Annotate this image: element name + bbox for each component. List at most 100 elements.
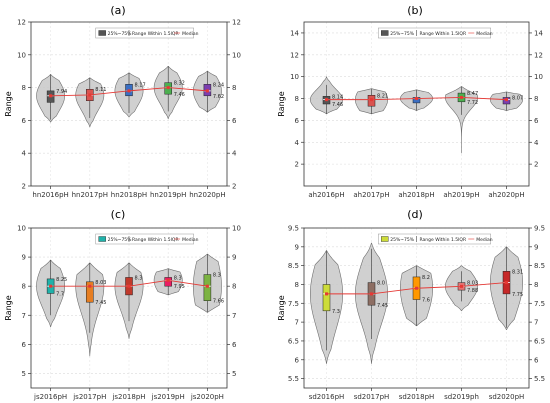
y-tick-label: 9 <box>22 254 26 262</box>
legend-box-swatch <box>381 30 389 36</box>
y2-tick-label: 4 <box>534 139 539 147</box>
median-point <box>415 286 418 290</box>
panel-tag: (d) <box>407 208 423 221</box>
y2-tick-label: 6 <box>534 117 539 125</box>
x-tick-label: ah2019pH <box>443 191 479 199</box>
legend-median-label: Median <box>476 237 493 243</box>
x-tick-label: js2017pH <box>72 393 106 401</box>
x-tick-label: ah2017pH <box>353 191 389 199</box>
legend-range-label: Range Within 1.5IQR <box>420 237 467 243</box>
x-tick-label: js2020pH <box>190 393 224 401</box>
y2-tick-label: 14 <box>534 29 543 37</box>
legend-median-label: Median <box>476 31 493 37</box>
q1-label: 7.45 <box>377 303 388 309</box>
x-tick-label: hn2016pH <box>32 191 68 199</box>
q1-label: 7.6 <box>422 298 430 304</box>
q3-label: 8.3 <box>135 275 143 281</box>
median-point <box>370 98 373 102</box>
legend: 25%~75% Range Within 1.5IQR Median <box>95 233 199 245</box>
q3-label: 8.14 <box>332 94 343 100</box>
q1-label: 7.46 <box>332 102 343 108</box>
q1-label: 7.75 <box>512 292 523 298</box>
y2-tick-label: 9 <box>534 243 538 251</box>
median-point <box>205 89 209 93</box>
y-axis-label: Range <box>277 91 286 116</box>
y-tick-label: 6.5 <box>288 337 299 345</box>
y2-tick-label: 5 <box>232 370 236 378</box>
box-js2017pH <box>86 281 94 303</box>
median-point <box>127 284 131 288</box>
y-tick-label: 5 <box>22 370 26 378</box>
y2-tick-label: 7.5 <box>534 300 545 308</box>
panel-tag: (b) <box>407 4 423 17</box>
q3-label: 7.94 <box>56 89 67 95</box>
legend-median-label: Median <box>182 31 199 37</box>
median-point <box>325 292 328 296</box>
y-axis-label: Range <box>277 295 286 320</box>
median-point <box>505 281 508 285</box>
y2-tick-label: 8 <box>534 281 538 289</box>
x-tick-label: hn2020pH <box>189 191 225 199</box>
legend-frame <box>95 233 194 245</box>
y2-tick-label: 4 <box>232 150 237 158</box>
median-point <box>49 284 53 288</box>
y-tick-label: 14 <box>290 29 299 37</box>
y-axis-label: Range <box>4 295 13 320</box>
x-tick-label: hn2018pH <box>111 191 147 199</box>
q3-label: 8.32 <box>174 81 185 87</box>
legend-frame <box>378 233 491 245</box>
y-tick-label: 10 <box>17 225 26 233</box>
legend: 25%~75% Range Within 1.5IQR Median <box>378 27 493 39</box>
y2-tick-label: 9.5 <box>534 225 545 233</box>
median-point <box>370 292 373 296</box>
y-tick-label: 8 <box>22 283 26 291</box>
q3-label: 8.2 <box>422 275 430 281</box>
median-point <box>127 89 131 93</box>
median-point <box>88 93 92 97</box>
chart-panel-2: (b) 2 4 6 8 10 12 14 2 4 6 8 10 12 14 Range ah2016pH ah20… <box>277 4 543 199</box>
legend: 25%~75% Range Within 1.5IQR Median <box>95 27 199 39</box>
y2-tick-label: 2 <box>534 161 538 169</box>
x-tick-label: sd2017pH <box>354 393 390 401</box>
y2-tick-label: 10 <box>232 51 241 59</box>
y-tick-label: 2 <box>22 183 26 191</box>
y-tick-label: 8 <box>295 95 299 103</box>
x-tick-label: js2019pH <box>151 393 185 401</box>
q3-label: 8.0 <box>377 281 385 287</box>
legend-median-label: Median <box>182 237 199 243</box>
y2-tick-label: 12 <box>232 19 241 27</box>
x-tick-label: js2018pH <box>111 393 145 401</box>
legend-range-label: Range Within 1.5IQR <box>132 237 179 243</box>
legend-box-swatch <box>98 30 106 36</box>
x-tick-label: ah2020pH <box>488 191 524 199</box>
median-point <box>166 278 170 282</box>
legend-range-label: Range Within 1.5IQR <box>132 31 179 37</box>
y2-tick-label: 10 <box>232 225 241 233</box>
q1-label: 7.62 <box>213 94 224 100</box>
median-point <box>166 86 170 90</box>
y-tick-label: 4 <box>22 150 27 158</box>
legend: 25%~75% Range Within 1.5IQR Median <box>378 233 493 245</box>
legend-box-swatch <box>98 236 106 242</box>
median-point <box>460 95 463 99</box>
x-tick-label: ah2018pH <box>398 191 434 199</box>
q3-label: 8.24 <box>213 82 224 88</box>
q1-label: 7.72 <box>467 100 478 106</box>
y-tick-label: 6 <box>22 341 27 349</box>
y-tick-label: 12 <box>290 51 299 59</box>
y2-tick-label: 6 <box>534 356 539 364</box>
y2-tick-label: 9 <box>232 254 236 262</box>
legend-box-label: 25%~75% <box>108 237 132 243</box>
q1-label: 7.45 <box>95 300 106 306</box>
legend-frame <box>95 27 194 39</box>
y2-tick-label: 12 <box>534 51 543 59</box>
y2-tick-label: 6 <box>232 117 237 125</box>
y2-tick-label: 8 <box>232 283 236 291</box>
chart-panel-3: (c) 5 6 7 8 9 10 5 6 7 8 9 10 Range js2016pH js2017pH js… <box>4 208 241 401</box>
q3-label: 8.47 <box>467 91 478 97</box>
y2-tick-label: 5.5 <box>534 375 545 383</box>
median-point <box>49 94 53 98</box>
y-tick-label: 7 <box>22 312 26 320</box>
median-point <box>460 284 463 288</box>
